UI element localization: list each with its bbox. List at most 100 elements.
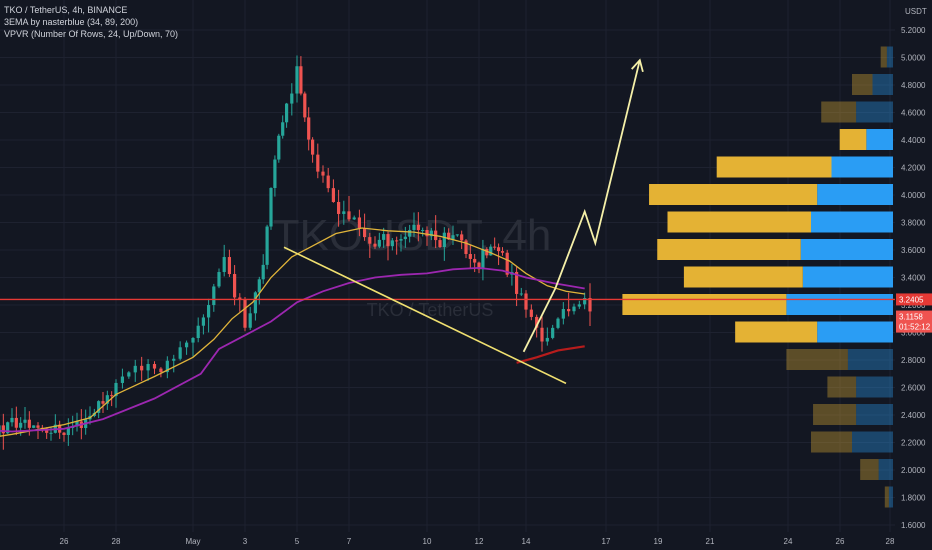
candle-body	[273, 159, 277, 188]
last-price-text: 3.1158	[899, 313, 923, 322]
candle-body	[14, 417, 18, 428]
candle-body	[524, 293, 528, 310]
candle-body	[45, 428, 49, 433]
candle-body	[481, 248, 485, 270]
volume-profile-up-bar	[880, 46, 887, 68]
candle-body	[505, 252, 509, 275]
y-tick-label: 4.2000	[901, 164, 926, 173]
candle-body	[277, 135, 281, 160]
volume-profile-up-bar	[683, 266, 803, 288]
candle-body	[416, 224, 420, 231]
candle-body	[464, 240, 468, 254]
volume-profile-up-bar	[852, 74, 873, 95]
candle-body	[489, 246, 493, 256]
ema-200-line	[516, 345, 585, 364]
candle-body	[425, 230, 429, 237]
candle-body	[451, 235, 455, 240]
y-tick-label: 4.6000	[901, 109, 926, 118]
volume-profile-down-bar	[886, 46, 893, 68]
candle-body	[146, 364, 150, 371]
ema-89-line	[0, 266, 585, 433]
volume-profile-down-bar	[866, 129, 893, 150]
candle-body	[421, 230, 425, 232]
candle-body	[152, 364, 157, 369]
candle-body	[6, 422, 10, 434]
candle-body	[386, 234, 390, 247]
x-tick-label: May	[185, 537, 200, 546]
candle-body	[403, 236, 407, 240]
candle-body	[342, 211, 346, 214]
vpvr-indicator-label[interactable]: VPVR (Number Of Rows, 24, Up/Down, 70)	[4, 29, 179, 39]
volume-profile-up-bar	[667, 211, 811, 233]
candle-body	[352, 217, 356, 220]
candle-body	[23, 419, 27, 423]
candle-body	[140, 365, 144, 371]
candle-body	[222, 257, 226, 273]
volume-profile	[622, 46, 893, 508]
descending-trendline[interactable]	[283, 246, 567, 385]
volume-profile-up-bar	[786, 349, 848, 370]
candle-body	[399, 239, 403, 241]
y-tick-label: 5.0000	[901, 54, 926, 63]
volume-profile-down-bar	[847, 349, 893, 370]
volume-profile-up-bar	[839, 129, 867, 150]
candle-body	[62, 432, 66, 436]
candle-body	[201, 317, 205, 326]
candle-body	[10, 417, 14, 423]
volume-profile-down-bar	[831, 156, 893, 178]
candle-body	[207, 305, 211, 318]
candle-body	[535, 316, 539, 328]
volume-profile-down-bar	[817, 321, 893, 343]
volume-profile-down-bar	[856, 404, 893, 425]
candle-body	[281, 122, 285, 136]
projection-arrow[interactable]	[522, 59, 641, 353]
y-tick-label: 4.4000	[901, 136, 926, 145]
candle-body	[66, 427, 70, 436]
volume-profile-down-bar	[800, 239, 893, 260]
ema-indicator-label[interactable]: 3EMA by nasterblue (34, 89, 200)	[4, 17, 139, 27]
candlestick-series	[0, 55, 592, 450]
x-tick-label: 10	[423, 537, 432, 546]
x-tick-label: 28	[112, 537, 121, 546]
candle-body	[577, 304, 581, 307]
symbol-label[interactable]: TKO / TetherUS, 4h, BINANCE	[4, 5, 128, 15]
candle-body	[295, 66, 299, 94]
candle-body	[540, 327, 544, 342]
y-tick-label: 3.6000	[901, 246, 926, 255]
candle-body	[408, 229, 412, 237]
candle-body	[460, 234, 464, 241]
candle-body	[299, 66, 303, 94]
volume-profile-down-bar	[811, 211, 893, 233]
candle-body	[75, 421, 79, 427]
x-tick-label: 24	[784, 537, 793, 546]
volume-profile-up-bar	[813, 404, 857, 425]
candle-body	[515, 271, 519, 294]
candle-body	[248, 313, 252, 328]
volume-profile-up-bar	[884, 486, 889, 508]
candle-body	[165, 360, 169, 373]
candle-body	[395, 240, 399, 242]
volume-profile-up-bar	[622, 294, 787, 315]
candle-body	[49, 432, 53, 434]
candle-body	[529, 309, 533, 317]
volume-profile-up-bar	[657, 239, 801, 260]
last-price-tag	[896, 310, 932, 333]
ema-34-line	[0, 227, 585, 437]
volume-profile-down-bar	[802, 266, 893, 288]
x-tick-label: 19	[654, 537, 663, 546]
candle-body	[290, 93, 294, 104]
currency-label: USDT	[905, 7, 927, 16]
candle-body	[233, 274, 237, 298]
candle-body	[212, 286, 216, 306]
x-tick-label: 26	[836, 537, 845, 546]
candle-body	[311, 139, 315, 155]
candle-body	[493, 246, 497, 248]
volume-profile-up-bar	[735, 321, 818, 343]
x-tick-label: 26	[60, 537, 69, 546]
volume-profile-down-bar	[888, 486, 893, 508]
y-tick-label: 1.6000	[901, 521, 926, 530]
candle-body	[583, 298, 587, 305]
volume-profile-up-bar	[860, 459, 879, 480]
candle-body	[321, 171, 325, 176]
